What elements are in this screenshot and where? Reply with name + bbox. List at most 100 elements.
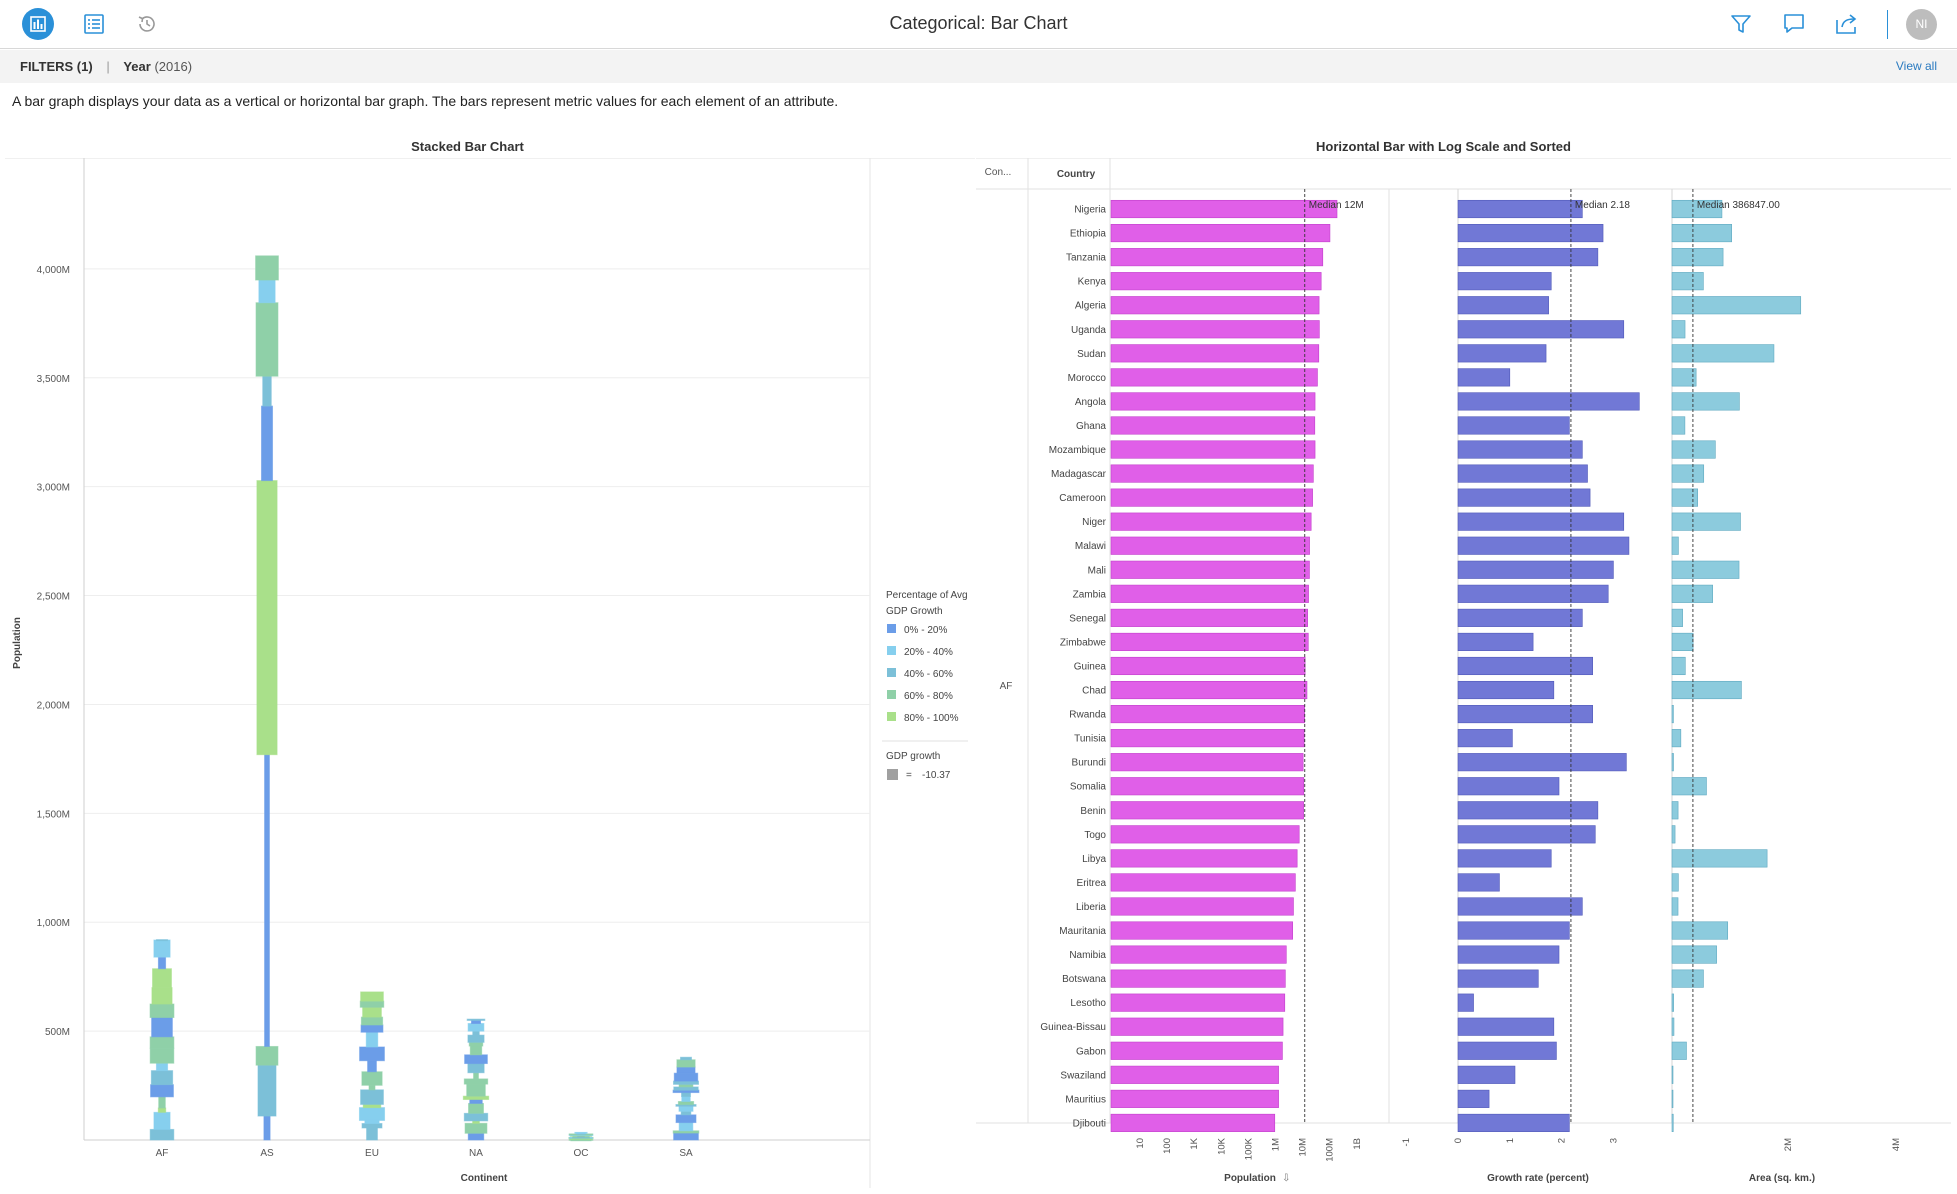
population-tick-label: 10K — [1216, 1137, 1227, 1155]
growth-bar — [1457, 873, 1500, 892]
area-bar — [1671, 825, 1676, 844]
area-bar — [1671, 344, 1775, 363]
growth-bar — [1457, 1017, 1555, 1036]
legend-item: 40% - 60% — [904, 669, 953, 680]
list-icon[interactable] — [76, 6, 112, 42]
area-bar — [1671, 392, 1740, 411]
stacked-bar-segment — [467, 1034, 485, 1043]
bar-chart-icon[interactable] — [20, 6, 56, 42]
filter-year-label[interactable]: Year — [123, 59, 151, 74]
growth-bar — [1457, 729, 1513, 748]
stacked-bar-segment — [255, 255, 279, 281]
area-bar — [1671, 993, 1674, 1012]
stacked-bar-segment — [260, 405, 274, 482]
stacked-bar-chart: 500M 1,000M 1,500M 2,000M 2,500M 3,000M 3,500M… — [5, 158, 975, 1188]
avatar[interactable]: NI — [1906, 9, 1937, 40]
population-bar — [1110, 344, 1320, 363]
country-label: Eritrea — [1077, 878, 1107, 889]
population-tick-label: 1K — [1189, 1137, 1200, 1149]
area-bar — [1671, 248, 1724, 267]
population-bar — [1110, 921, 1293, 940]
header-continent: Con... — [985, 167, 1012, 178]
population-tick-label: 100 — [1162, 1138, 1173, 1154]
horizontal-bar-chart: Con... Country AF Nigeria Ethiopia Tanzania Ke… — [976, 158, 1951, 1184]
y-tick-label: 1,500M — [37, 809, 70, 820]
country-label: Angola — [1075, 397, 1107, 408]
population-bar — [1110, 993, 1286, 1012]
country-label: Mauritius — [1065, 1094, 1106, 1105]
stacked-bar-segment — [149, 1036, 175, 1049]
country-label: Morocco — [1068, 373, 1107, 384]
area-bar — [1671, 512, 1741, 531]
growth-bar — [1457, 608, 1583, 627]
filter-separator: | — [106, 59, 110, 74]
area-bar — [1671, 416, 1686, 435]
y-axis-title: Population — [12, 617, 23, 669]
population-bar — [1110, 272, 1322, 291]
stacked-bar-segment — [673, 1072, 699, 1082]
population-bar — [1110, 632, 1309, 651]
area-bar — [1671, 536, 1679, 555]
stacked-bar-segment — [150, 1084, 174, 1098]
growth-bar — [1457, 825, 1596, 844]
area-bar — [1671, 560, 1740, 579]
history-icon[interactable] — [129, 6, 165, 42]
x-tick-label: OC — [574, 1148, 589, 1159]
area-bar — [1671, 1041, 1687, 1060]
area-bar — [1671, 296, 1802, 315]
country-label: Benin — [1080, 806, 1106, 817]
population-bar — [1110, 801, 1304, 820]
x-tick-label: AS — [260, 1148, 274, 1159]
row-continent-label: AF — [1000, 681, 1013, 692]
area-bar — [1671, 729, 1682, 748]
country-label: Swaziland — [1060, 1070, 1106, 1081]
stacked-bar-segment — [681, 1092, 691, 1097]
comment-icon[interactable] — [1776, 6, 1812, 42]
stacked-bar-segment — [675, 1114, 697, 1124]
stacked-bar-segment — [153, 1111, 171, 1130]
stacked-bar-segment — [155, 1062, 169, 1072]
growth-bar — [1457, 656, 1593, 676]
growth-bar — [1457, 993, 1474, 1012]
country-label: Gabon — [1076, 1046, 1106, 1057]
stacked-bar-segment — [264, 754, 270, 1047]
country-label: Botswana — [1062, 974, 1106, 985]
stacked-bar-segment — [360, 1089, 384, 1105]
country-label: Mauritania — [1059, 926, 1106, 937]
area-bar — [1671, 320, 1686, 339]
population-bar — [1110, 392, 1316, 411]
page-title: Categorical: Bar Chart — [889, 13, 1068, 33]
country-label: Algeria — [1075, 301, 1107, 312]
country-label: Guinea-Bissau — [1040, 1022, 1106, 1033]
view-all-link[interactable]: View all — [1895, 59, 1937, 73]
stacked-bar-segment — [467, 1132, 485, 1141]
population-bar — [1110, 1065, 1279, 1084]
growth-bar — [1457, 224, 1604, 243]
filters-label[interactable]: FILTERS (1) — [20, 59, 93, 74]
country-label: Guinea — [1074, 661, 1107, 672]
axis-title-area: Area (sq. km.) — [1749, 1173, 1815, 1184]
area-bar — [1671, 849, 1768, 868]
population-bar — [1110, 1041, 1283, 1060]
stacked-bar-segment — [468, 1041, 484, 1047]
stacked-bar-segment — [467, 1063, 485, 1074]
growth-tick-label: 2 — [1557, 1138, 1568, 1143]
area-bar — [1671, 1017, 1675, 1036]
growth-bar — [1457, 1041, 1557, 1060]
growth-bar — [1457, 849, 1552, 868]
area-bar — [1671, 753, 1674, 772]
stacked-bar-segment — [149, 1047, 175, 1064]
population-bar — [1110, 945, 1287, 964]
area-tick-label: 2M — [1783, 1138, 1794, 1151]
country-label: Burundi — [1072, 758, 1106, 769]
share-icon[interactable] — [1829, 6, 1865, 42]
country-label: Ethiopia — [1070, 229, 1107, 240]
filter-icon[interactable] — [1723, 6, 1759, 42]
population-bar — [1110, 512, 1312, 531]
stacked-bar-segment — [359, 1046, 385, 1062]
country-label: Tunisia — [1074, 734, 1106, 745]
y-tick-label: 1,000M — [37, 918, 70, 929]
population-bar — [1110, 416, 1316, 435]
population-bar — [1110, 464, 1314, 483]
population-tick-label: 1M — [1271, 1138, 1282, 1151]
